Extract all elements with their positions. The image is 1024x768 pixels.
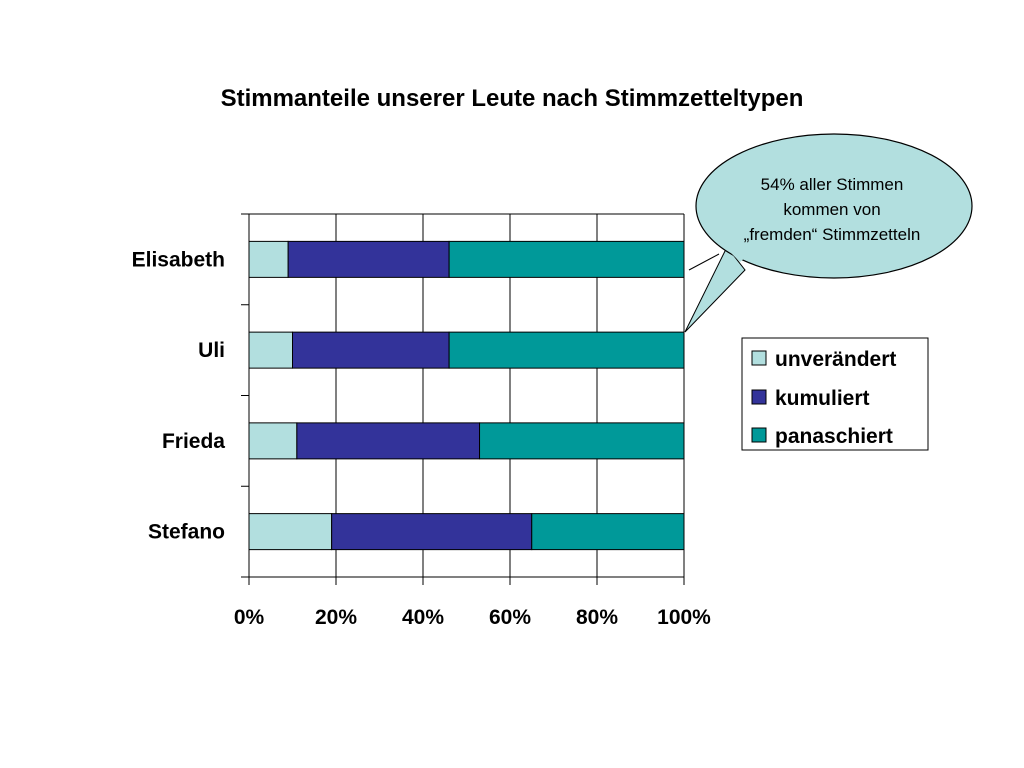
legend-label-unveraendert: unverändert (775, 348, 896, 371)
category-label-stefano: Stefano (148, 521, 225, 544)
callout-line-3: „fremden“ Stimmzetteln (744, 225, 921, 244)
legend-swatch-unveraendert (751, 350, 767, 366)
x-tick-label-0: 0% (234, 606, 265, 629)
x-tick-label-2: 40% (402, 606, 444, 629)
legend-box (741, 337, 929, 451)
bar-elisabeth-1 (287, 240, 450, 278)
bar-uli-2 (448, 331, 685, 369)
x-tick-labels: 0% 20% 40% 60% 80% 100% (234, 606, 711, 629)
axes (241, 213, 685, 585)
callout-pointer-edge (688, 253, 720, 271)
bar-frieda-2 (479, 422, 685, 460)
x-tick-label-5: 100% (657, 606, 711, 629)
callout-bubble (695, 133, 973, 279)
legend-label-kumuliert: kumuliert (775, 387, 870, 410)
callout-line-1: 54% aller Stimmen (761, 175, 904, 194)
x-tick-label-3: 60% (489, 606, 531, 629)
callout-pointer-cover (722, 234, 752, 262)
chart-title: Stimmanteile unserer Leute nach Stimmzet… (221, 85, 804, 112)
legend-swatch-kumuliert (751, 389, 767, 405)
bar-stefano-2 (531, 513, 685, 551)
category-label-elisabeth: Elisabeth (132, 248, 225, 271)
callout-line-2: kommen von (783, 200, 880, 219)
legend-swatch-panaschiert (751, 427, 767, 443)
bar-uli-0 (248, 331, 293, 369)
legend-label-panaschiert: panaschiert (775, 425, 893, 448)
bar-stefano-0 (248, 513, 333, 551)
bar-uli-1 (292, 331, 450, 369)
category-label-frieda: Frieda (162, 430, 225, 453)
bars (248, 240, 685, 551)
category-label-uli: Uli (198, 339, 225, 362)
bar-frieda-1 (296, 422, 481, 460)
bar-elisabeth-2 (448, 240, 685, 278)
callout: 54% aller Stimmen kommen von „fremden“ S… (684, 133, 973, 333)
legend: unverändert kumuliert panaschiert (741, 337, 929, 451)
bar-stefano-1 (331, 513, 533, 551)
x-tick-label-4: 80% (576, 606, 618, 629)
category-labels: Elisabeth Uli Frieda Stefano (132, 248, 226, 543)
bar-elisabeth-0 (248, 240, 289, 278)
bar-frieda-0 (248, 422, 298, 460)
x-tick-label-1: 20% (315, 606, 357, 629)
callout-pointer (684, 246, 746, 333)
